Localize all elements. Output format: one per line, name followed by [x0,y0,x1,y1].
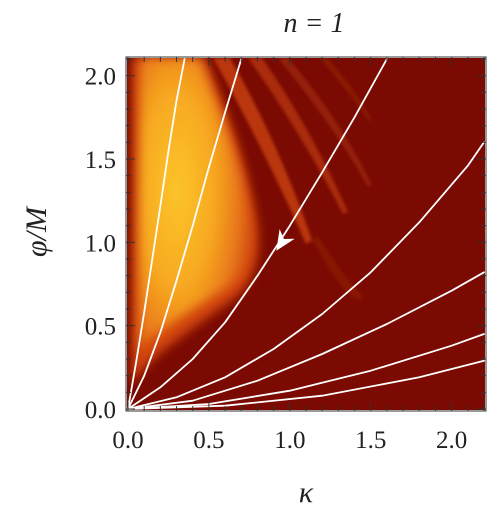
y-axis-ticks: 0.0 0.5 1.0 1.5 2.0 [85,58,486,424]
plot-area [127,58,485,410]
trajectory-3 [127,58,388,410]
y-tick-label: 2.0 [85,64,116,91]
resonance-bands [213,58,372,300]
trajectory-4 [127,141,485,410]
x-axis-label: κ [299,476,314,509]
y-axis-label: φ/M [20,205,53,257]
resonance-band-5 [312,236,364,300]
x-tick-label: 1.0 [274,427,305,454]
y-tick-label: 1.0 [85,230,116,257]
y-tick-label: 1.5 [85,147,116,174]
trajectories [127,58,485,410]
x-tick-label: 1.5 [355,427,386,454]
resonance-band-3 [278,58,372,187]
trajectory-6 [127,333,485,410]
instability-region [132,58,259,385]
x-axis-ticks: 0.0 0.5 1.0 1.5 2.0 [112,57,485,454]
resonance-band-4 [320,58,372,121]
y-tick-label: 0.0 [85,397,116,424]
resonance-band-1 [213,58,312,244]
trajectory-2 [127,58,243,410]
x-tick-label: 0.5 [193,427,224,454]
x-tick-label: 0.0 [112,427,143,454]
x-tick-label: 2.0 [436,427,467,454]
instability-core [138,58,250,352]
resonance-band-2 [248,58,348,214]
trajectory-arrow [276,229,295,251]
trajectory-1 [127,58,186,410]
trajectory-5 [127,271,485,410]
y-tick-label: 0.5 [85,314,116,341]
chart-title: n = 1 [284,8,345,39]
